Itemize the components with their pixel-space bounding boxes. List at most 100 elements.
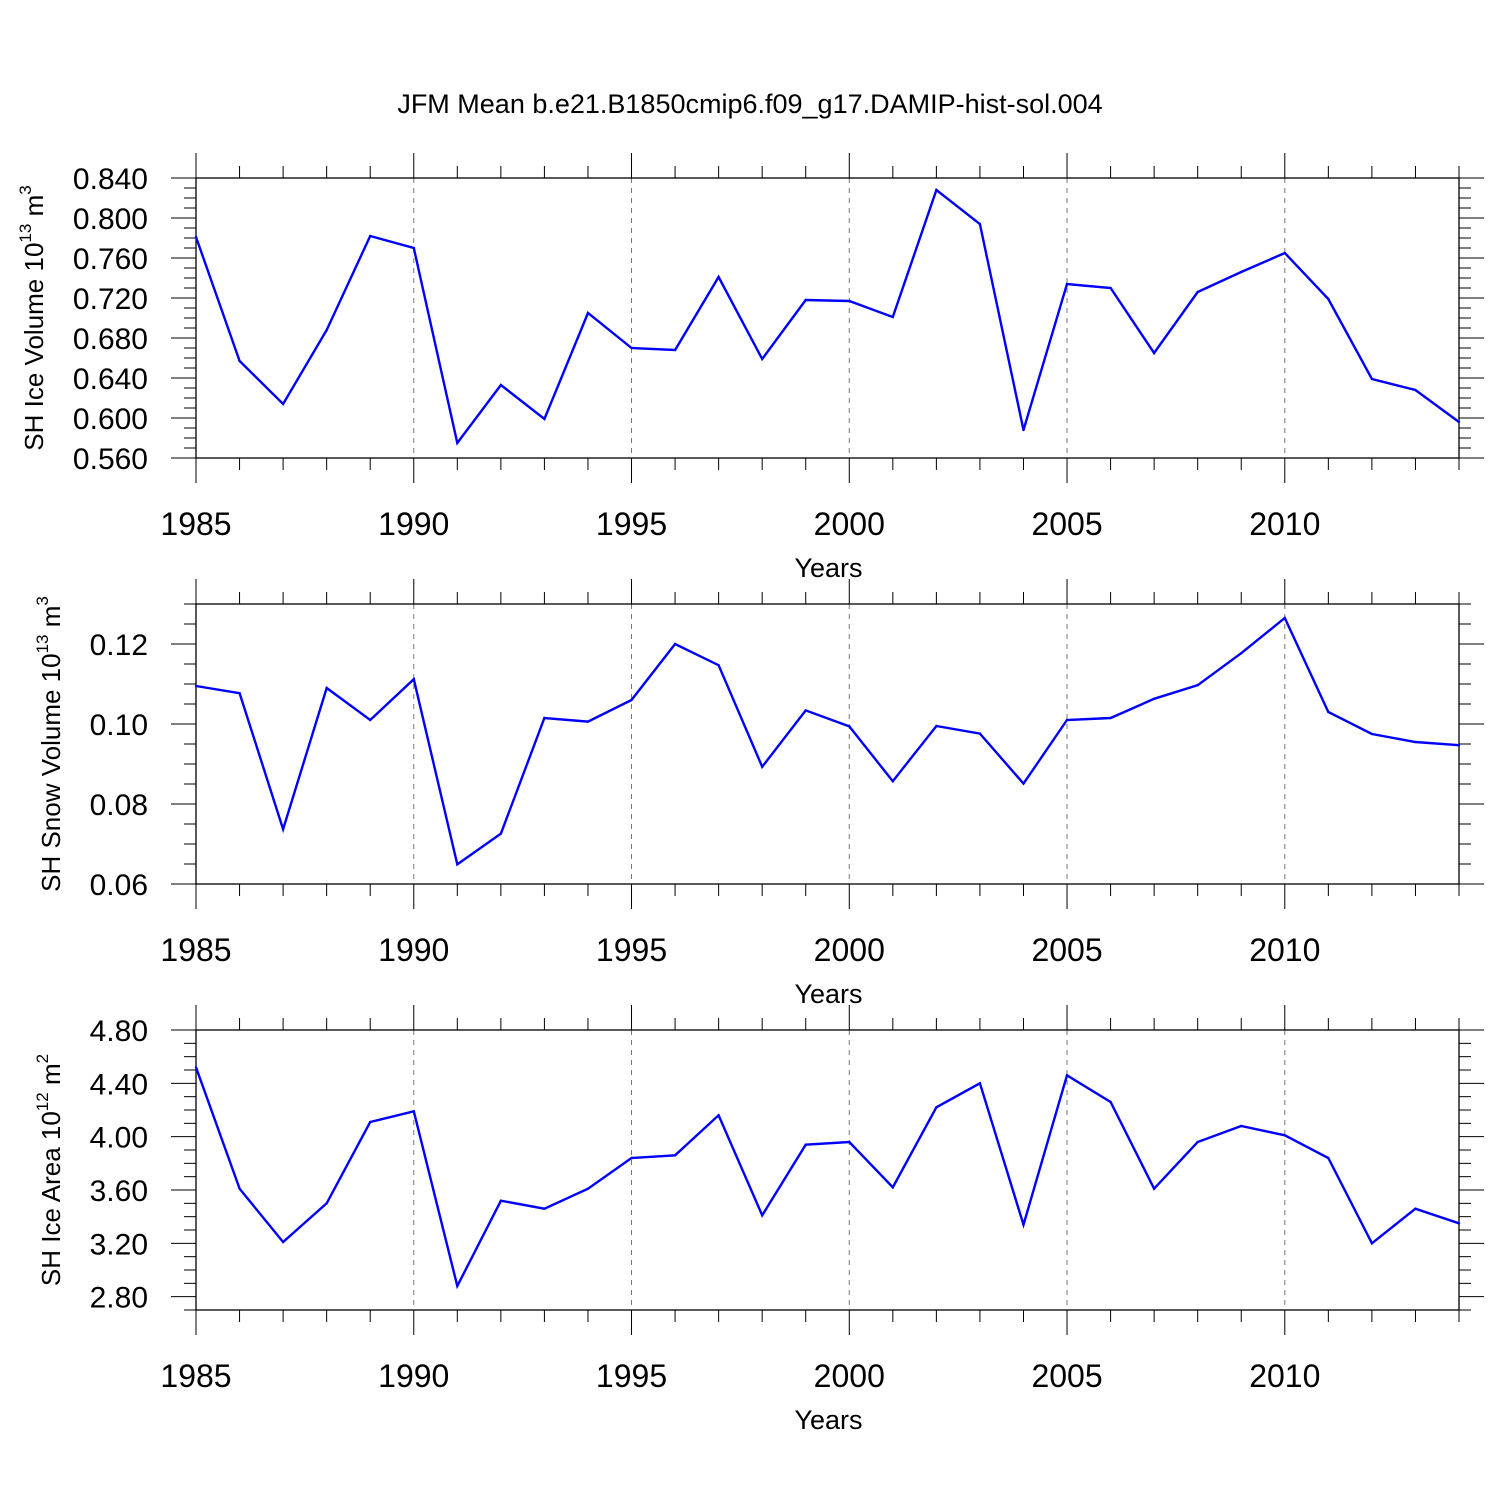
data-point [891, 780, 895, 783]
data-points [194, 1066, 1461, 1288]
data-point [586, 311, 590, 315]
x-tick-label: 1985 [160, 506, 231, 542]
data-point [1457, 420, 1461, 424]
y-tick-label: 0.12 [90, 629, 148, 662]
data-point [1414, 740, 1417, 744]
data-point [1457, 744, 1461, 747]
data-point [1022, 428, 1025, 432]
data-point [673, 348, 677, 352]
data-point [369, 234, 372, 238]
x-ticks [171, 1005, 1484, 1335]
y-tick-label: 2.80 [90, 1282, 148, 1315]
y-axis-label-exp: 12 [33, 1092, 52, 1111]
data-point [1283, 251, 1286, 255]
data-point [1283, 616, 1286, 620]
data-point [717, 664, 720, 667]
x-tick-label: 1995 [596, 1358, 667, 1394]
plot-frame [195, 177, 1460, 459]
data-point [499, 383, 503, 387]
x-tick-label: 1990 [378, 932, 449, 968]
x-ticks [171, 579, 1484, 909]
y-tick-label: 0.840 [73, 163, 148, 196]
data-point [499, 1199, 503, 1202]
series-line [194, 1066, 1460, 1290]
series-line [194, 188, 1460, 446]
data-point [1327, 1156, 1330, 1160]
data-point [499, 832, 503, 835]
panel-1: 0.560 0.600 0.640 0.680 0.720 0.760 0.800 0.840… [16, 153, 1484, 583]
data-point [1370, 1242, 1374, 1245]
data-point [325, 1202, 328, 1205]
data-point [1065, 718, 1069, 722]
x-tick-label: 2005 [1031, 932, 1102, 968]
y-tick-label: 3.20 [90, 1228, 148, 1261]
data-point [1196, 290, 1199, 294]
y-tick-label: 4.80 [90, 1015, 148, 1048]
data-point [1109, 286, 1112, 290]
data-point [543, 1207, 546, 1210]
data-point [281, 828, 285, 831]
data-point [325, 686, 328, 690]
data-points [194, 188, 1461, 445]
data-point [804, 1143, 807, 1146]
data-point [630, 698, 633, 702]
y-axis-label: SH Snow Volume 1013 m3 [33, 596, 66, 892]
data-point [1065, 1074, 1069, 1077]
data-point [935, 1106, 938, 1109]
data-points [194, 616, 1461, 866]
data-point [456, 441, 459, 445]
y-tick-label: 0.720 [73, 283, 148, 316]
y-tick-label: 4.40 [90, 1068, 148, 1101]
panel-2: 0.06 0.08 0.10 0.12 1985 1990 1995 2000 2005 2010… [33, 579, 1484, 1009]
data-point [369, 718, 372, 722]
y-tick-label: 0.640 [73, 363, 148, 396]
data-point [717, 275, 720, 279]
x-axis-label: Years [794, 979, 862, 1009]
y-axis-label-unit: m [36, 606, 66, 635]
data-point [412, 1110, 415, 1113]
data-point [891, 1186, 895, 1189]
data-point [935, 188, 938, 192]
data-point [238, 359, 241, 363]
y-tick-label: 0.560 [73, 443, 148, 476]
data-point [325, 328, 328, 332]
data-point [586, 720, 590, 723]
y-axis-label-unit: m [19, 195, 49, 224]
y-tick-label: 0.680 [73, 323, 148, 356]
data-point [1457, 1222, 1461, 1225]
data-point [630, 346, 633, 350]
data-point [804, 709, 807, 712]
y-axis-label-exp: 13 [16, 224, 35, 243]
x-axis-label: Years [794, 553, 862, 583]
data-point [804, 298, 807, 302]
data-point [1152, 351, 1156, 355]
y-axis-label-unit_exp: 3 [33, 596, 52, 605]
x-tick-label: 1995 [596, 932, 667, 968]
data-point [1065, 282, 1069, 286]
x-tick-label: 2005 [1031, 506, 1102, 542]
x-tick-label: 2000 [814, 1358, 885, 1394]
data-point [717, 1114, 720, 1117]
data-point [760, 357, 764, 361]
series-line [195, 616, 1460, 867]
data-point [1283, 1134, 1286, 1137]
plot-frame [195, 1029, 1460, 1311]
data-point [238, 1187, 241, 1190]
x-axis-label: Years [794, 1405, 862, 1435]
data-point [848, 725, 851, 728]
data-point [586, 1187, 590, 1190]
y-axis-label-base: SH Snow Volume 10 [36, 653, 66, 891]
data-point [1327, 710, 1330, 714]
data-point [978, 732, 982, 735]
data-point [1022, 782, 1025, 785]
y-axis-label-unit_exp: 2 [33, 1054, 52, 1063]
x-tick-label: 1995 [596, 506, 667, 542]
x-tick-label: 2000 [814, 506, 885, 542]
data-point [281, 1240, 285, 1244]
y-tick-label: 0.10 [90, 709, 148, 742]
x-tick-label: 1990 [378, 506, 449, 542]
data-point [760, 765, 764, 768]
y-axis-label-base: SH Ice Area 10 [36, 1111, 66, 1286]
data-point [194, 684, 198, 688]
